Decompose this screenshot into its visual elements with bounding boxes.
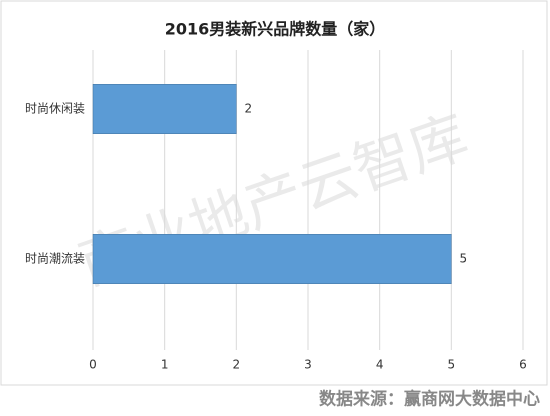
bar bbox=[92, 84, 237, 134]
x-tick-label: 1 bbox=[161, 358, 169, 372]
x-tick-label: 4 bbox=[376, 358, 384, 372]
y-tick-label: 时尚潮流装 bbox=[25, 251, 85, 266]
x-tick-label: 2 bbox=[233, 358, 241, 372]
value-label: 5 bbox=[460, 252, 468, 266]
x-tick-label: 5 bbox=[448, 358, 456, 372]
bar bbox=[92, 234, 452, 284]
value-label: 2 bbox=[245, 102, 253, 116]
x-tick-label: 6 bbox=[519, 358, 527, 372]
chart-title: 2016男装新兴品牌数量（家） bbox=[165, 20, 386, 39]
source-note: 数据来源：赢商网大数据中心 bbox=[319, 389, 540, 410]
y-tick-label: 时尚休闲装 bbox=[25, 102, 85, 116]
x-tick-label: 3 bbox=[304, 358, 312, 372]
chart-frame bbox=[0, 0, 548, 386]
x-tick-label: 0 bbox=[89, 358, 97, 372]
